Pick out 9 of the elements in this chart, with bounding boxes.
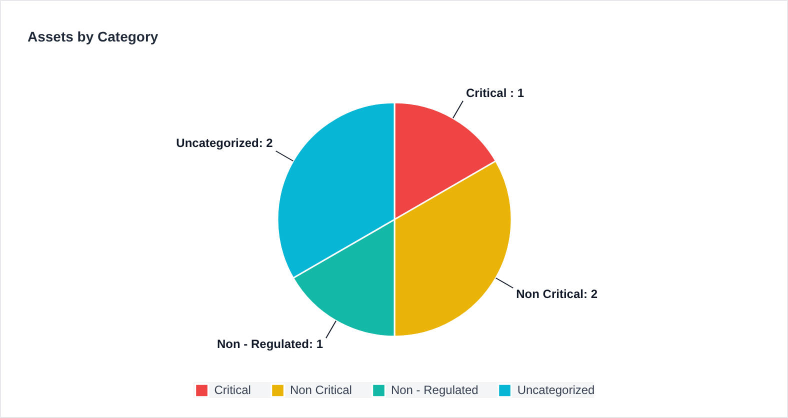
data-label: Critical : 1 — [466, 86, 524, 100]
legend-label: Non - Regulated — [390, 383, 478, 397]
data-label: Non - Regulated: 1 — [217, 337, 324, 352]
legend-label: Uncategorized — [517, 383, 595, 397]
data-label: Uncategorized: 2 — [176, 136, 274, 150]
legend-label: Critical — [214, 383, 251, 397]
data-label: Non Critical: 2 — [516, 287, 598, 301]
chart-title: Assets by Category — [28, 28, 158, 44]
legend-label: Non Critical — [290, 383, 352, 397]
